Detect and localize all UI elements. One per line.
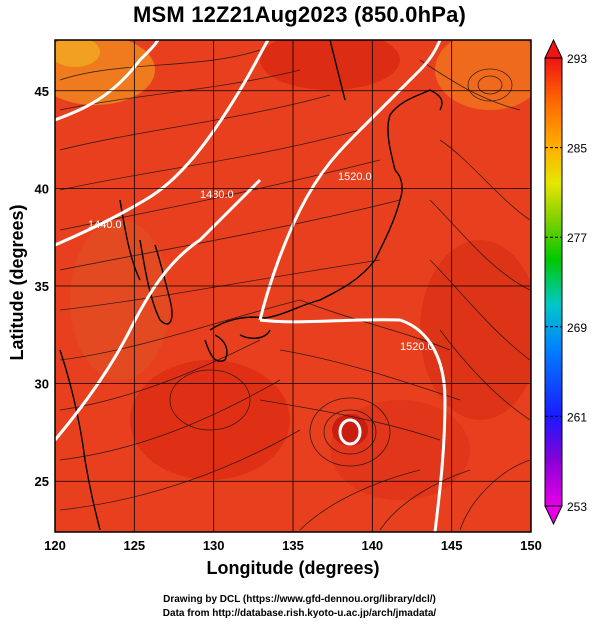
y-tick-label: 40 <box>35 181 49 196</box>
plot-frame <box>54 39 532 533</box>
credit-data: Data from http://database.rish.kyoto-u.a… <box>162 608 437 619</box>
contour-label: 1520.0 <box>400 341 434 353</box>
wind-streamlines <box>59 49 531 531</box>
x-tick-label: 150 <box>520 538 542 553</box>
x-tick-label: 135 <box>282 538 304 553</box>
contour-label: 1480.0 <box>200 189 234 201</box>
colorbar-tick-label: 285 <box>567 142 587 156</box>
colorbar: 293 285 277 269 261 253 <box>544 38 587 526</box>
latitude-tick-labels: 25 30 35 40 45 <box>35 84 49 489</box>
contour-label: 1440.0 <box>88 219 122 231</box>
longitude-tick-labels: 120 125 130 135 140 145 150 <box>44 538 542 553</box>
y-axis-label: Latitude (degrees) <box>7 204 27 361</box>
y-tick-label: 30 <box>35 377 49 392</box>
x-tick-label: 125 <box>123 538 145 553</box>
colorbar-tick-label: 277 <box>567 231 587 245</box>
contour-label: 1520.0 <box>338 171 372 183</box>
x-tick-label: 145 <box>441 538 463 553</box>
colorbar-max-arrow <box>544 38 563 59</box>
colorbar-tick-label: 293 <box>567 52 587 66</box>
colorbar-min-arrow <box>544 505 563 526</box>
y-tick-label: 45 <box>35 84 49 99</box>
x-axis-label: Longitude (degrees) <box>206 558 380 578</box>
x-tick-label: 120 <box>44 538 66 553</box>
x-tick-label: 130 <box>203 538 225 553</box>
colorbar-tick-label: 253 <box>567 500 587 514</box>
contour-labels: 1440.0 1480.0 1520.0 1520.0 <box>88 171 434 353</box>
colorbar-tick-label: 269 <box>567 321 587 335</box>
x-tick-label: 140 <box>361 538 383 553</box>
credit-drawing: Drawing by DCL (https://www.gfd-dennou.o… <box>163 594 436 605</box>
map-title: MSM 12Z21Aug2023 (850.0hPa) <box>132 2 467 27</box>
y-tick-label: 25 <box>35 474 49 489</box>
y-tick-label: 35 <box>35 279 49 294</box>
colorbar-scale <box>544 57 563 507</box>
colorbar-tick-label: 261 <box>567 410 587 424</box>
